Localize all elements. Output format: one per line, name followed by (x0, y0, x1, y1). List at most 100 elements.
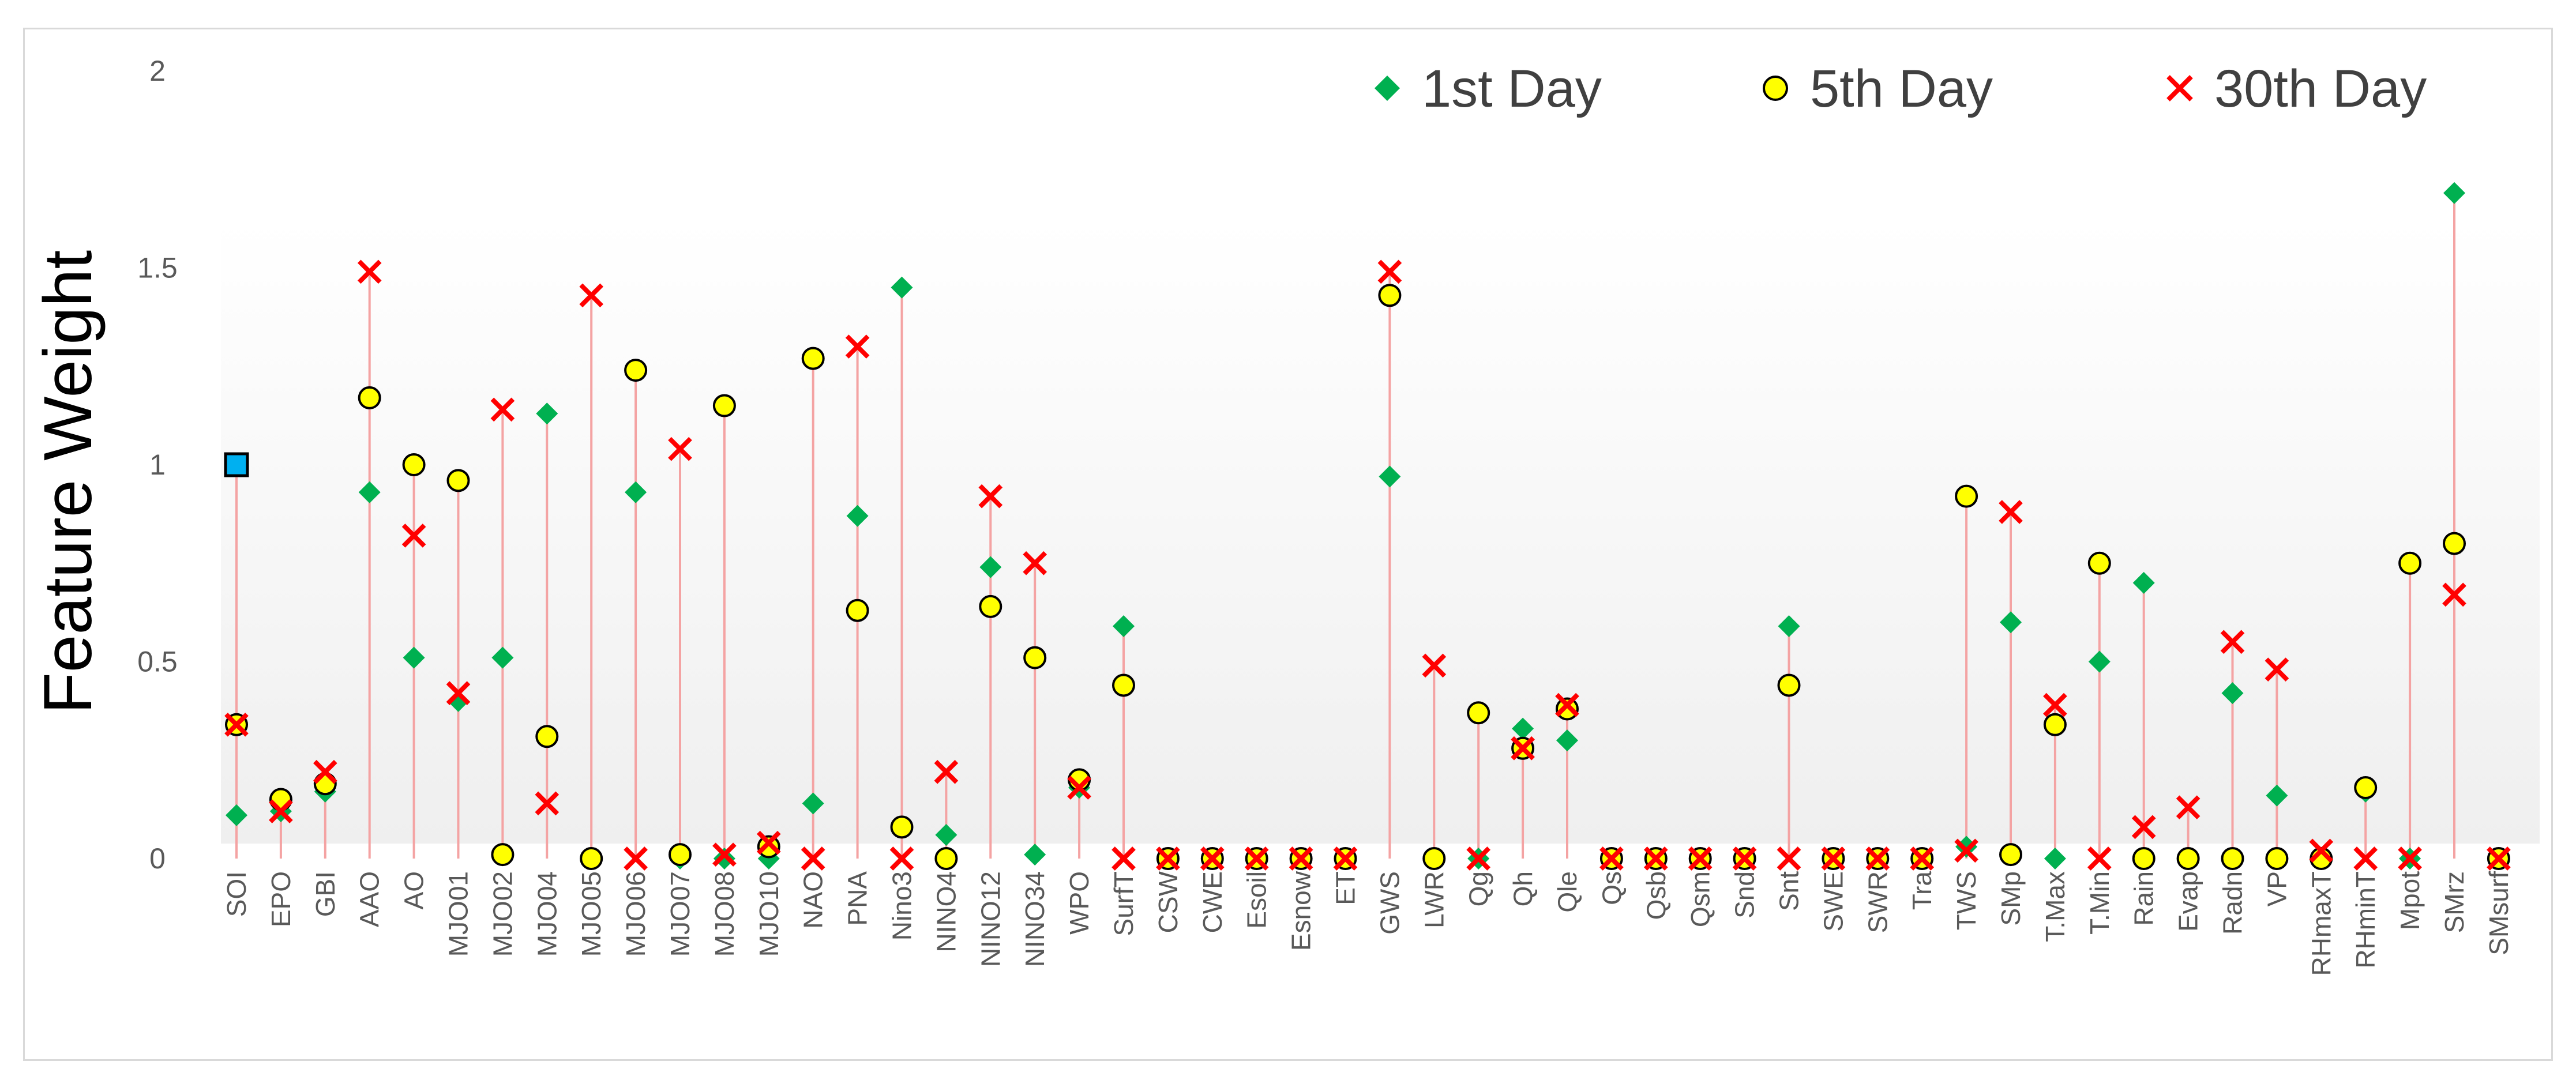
marker-5th-day (491, 843, 515, 867)
marker-30th-day (269, 799, 293, 823)
y-tick-label: 0.5 (137, 646, 178, 678)
legend-label: 30th Day (2214, 59, 2427, 118)
marker-30th-day (1200, 846, 1225, 871)
marker-5th-day (979, 594, 1002, 618)
marker-30th-day (1777, 846, 1801, 871)
marker-30th-day (1156, 846, 1180, 871)
marker-30th-day (1377, 259, 1402, 284)
x-tick-label: NAO (798, 871, 828, 929)
marker-30th-day (2487, 846, 2511, 871)
marker-1st-day (1512, 717, 1534, 740)
marker-1st-day (358, 481, 381, 503)
legend-label: 1st Day (1422, 59, 1602, 118)
x-tick-label: VP (2262, 871, 2292, 906)
marker-30th-day (2131, 815, 2156, 840)
marker-30th-day (446, 681, 471, 705)
marker-1st-day (891, 276, 913, 299)
marker-5th-day (1556, 697, 1579, 721)
x-tick-label: Qle (1552, 871, 1582, 913)
marker-30th-day (313, 759, 337, 784)
y-tick-label: 2 (149, 55, 166, 87)
plot-area (221, 220, 2540, 844)
marker-1st-day (2266, 784, 2288, 807)
x-tick-label: SMp (1996, 871, 2026, 926)
marker-30th-day (1865, 846, 1890, 871)
x-tick-label: Tra (1907, 871, 1937, 910)
x-tick-label: Snd (1730, 871, 1760, 919)
x-tick-label: SOI (221, 871, 251, 917)
x-tick-label: Evap (2173, 871, 2203, 932)
x-tick-label: Qsb (1641, 871, 1671, 920)
x-tick-label: Radn (2218, 871, 2248, 935)
x-tick-label: PNA (843, 871, 873, 926)
marker-1st-day (2443, 182, 2465, 204)
marker-1st-day (2132, 571, 2155, 594)
marker-30th-day (2309, 838, 2334, 863)
marker-1st-day (2088, 650, 2111, 673)
marker-5th-day (2043, 713, 2067, 736)
marker-30th-day (1289, 846, 1313, 871)
marker-5th-day (2265, 847, 2289, 870)
x-tick-label: SWR (1862, 871, 1892, 933)
marker-5th-day (580, 847, 603, 870)
marker-5th-day (402, 453, 426, 476)
marker-30th-day (2166, 75, 2193, 101)
marker-5th-day (712, 394, 736, 417)
x-tick-label: EPO (266, 871, 296, 927)
x-tick-label: NINO12 (975, 871, 1005, 967)
marker-1st-day (1778, 615, 1800, 638)
legend: 1st Day 5th Day 30th Day (1375, 59, 2427, 118)
marker-30th-day (668, 436, 692, 461)
x-tick-label: RHminT (2350, 871, 2380, 969)
marker-1st-day (1113, 615, 1135, 638)
chart-frame: 0 0.5 1 1.5 2 SOI EPO GBI AAO AO MJO01 MJO02 MJO04 M… (23, 28, 2553, 1061)
x-tick-label: MJO05 (576, 871, 606, 957)
marker-5th-day (358, 386, 381, 409)
x-tick-label: Qs (1597, 871, 1627, 905)
x-tick-label: T.Max (2040, 871, 2070, 942)
marker-30th-day (1111, 846, 1136, 871)
marker-annotation-square (224, 452, 249, 477)
x-tick-label: SMsurf (2484, 871, 2514, 955)
marker-30th-day (889, 846, 914, 871)
marker-30th-day (1999, 500, 2023, 524)
marker-5th-day (535, 725, 559, 748)
marker-1st-day (2044, 848, 2066, 870)
x-tick-label: CSW (1153, 871, 1183, 933)
marker-5th-day (1422, 847, 1446, 870)
marker-30th-day (1244, 846, 1269, 871)
marker-30th-day (1422, 653, 1447, 678)
x-tick-label: T.Min (2085, 871, 2115, 935)
x-tick-label: Snt (1774, 871, 1804, 911)
marker-5th-day (446, 469, 470, 492)
marker-1st-day (935, 824, 957, 846)
marker-30th-day (1643, 846, 1668, 871)
marker-1st-day (625, 481, 647, 503)
marker-1st-day (1556, 729, 1578, 752)
x-tick-label: CWE (1197, 871, 1227, 933)
y-tick-label: 0 (149, 842, 166, 875)
marker-30th-day (624, 846, 648, 871)
x-tick-label: SMrz (2439, 871, 2469, 933)
x-tick-label: RHmaxT (2306, 871, 2336, 976)
marker-30th-day (2176, 795, 2201, 820)
marker-30th-day (1466, 846, 1491, 871)
x-tick-label: AAO (355, 871, 385, 927)
x-tick-label: MJO06 (621, 871, 651, 957)
marker-30th-day (1511, 736, 1535, 761)
x-tick-label: MJO08 (709, 871, 739, 957)
marker-5th-day (1467, 701, 1490, 725)
marker-30th-day (2353, 846, 2378, 871)
marker-30th-day (978, 484, 1003, 509)
x-tick-label: Mpot (2395, 871, 2425, 930)
marker-5th-day (2221, 847, 2244, 870)
marker-5th-day (1112, 673, 1135, 697)
marker-30th-day (2398, 846, 2422, 871)
marker-1st-day (713, 848, 735, 870)
marker-5th-day (890, 815, 914, 839)
marker-1st-day (802, 792, 824, 815)
marker-5th-day (2132, 847, 2156, 870)
marker-5th-day (669, 843, 692, 867)
marker-30th-day (1067, 776, 1091, 800)
x-tick-label: MJO04 (532, 871, 562, 957)
